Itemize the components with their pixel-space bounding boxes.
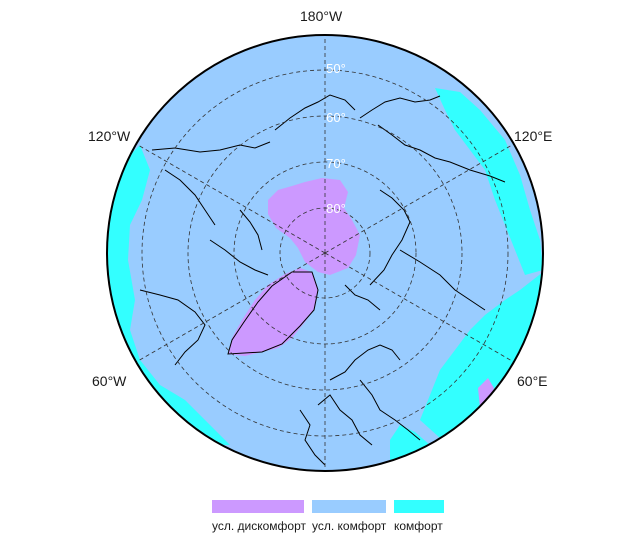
comfort-zone-siberia-northeast (435, 88, 543, 275)
legend-swatch-discomfort (212, 500, 304, 513)
map-outline (106, 34, 544, 472)
longitude-label-60e: 60°E (517, 373, 548, 389)
latitude-label-70: 70° (326, 156, 346, 171)
longitude-label-120w: 120°W (88, 128, 131, 144)
meridian-line (324, 252, 514, 363)
comfort-zone-europe (390, 425, 430, 465)
legend-label-conditional-comfort: усл. комфорт (312, 519, 387, 533)
longitude-label-120e: 120°E (514, 128, 553, 144)
legend-label-comfort: комфорт (394, 519, 443, 533)
latitude-label-80: 80° (326, 201, 346, 216)
latitude-label-60: 60° (326, 110, 346, 125)
legend-swatch-comfort (394, 500, 444, 513)
discomfort-zone-arctic-ocean (268, 178, 360, 275)
legend-swatch-conditional-comfort (312, 500, 386, 513)
comfort-zone-siberia-southwest (420, 272, 543, 438)
meridian-line (324, 143, 514, 254)
meridian-line (136, 252, 326, 363)
legend-label-discomfort: усл. дискомфорт (212, 519, 307, 533)
meridian-line (136, 143, 326, 254)
latitude-circle (187, 115, 463, 391)
longitude-label-180w: 180°W (300, 8, 343, 24)
graticule (136, 35, 514, 471)
longitude-label-60w: 60°W (92, 373, 127, 389)
coastlines (139, 94, 506, 466)
latitude-label-50: 50° (326, 61, 346, 76)
discomfort-zone-greenland (228, 268, 318, 356)
discomfort-zone-ural (478, 378, 494, 408)
